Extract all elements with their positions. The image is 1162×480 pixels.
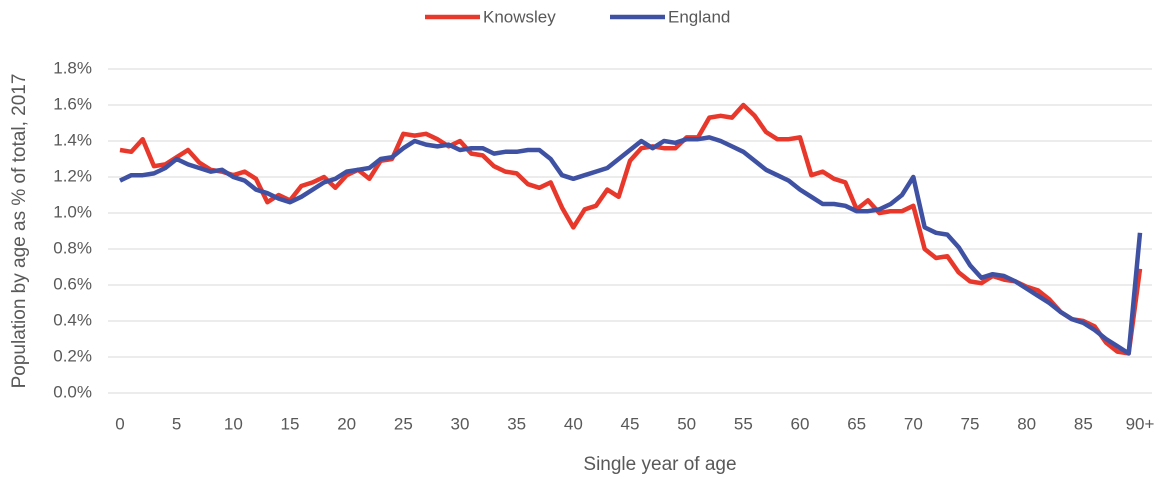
- line-series: [119, 135, 1143, 356]
- x-tick-label: 45: [621, 414, 640, 433]
- x-tick-label: 5: [172, 414, 181, 433]
- y-tick-label: 1.0%: [53, 202, 92, 221]
- y-tick-label: 1.6%: [53, 94, 92, 113]
- x-tick-label: 65: [847, 414, 866, 433]
- x-tick-label: 50: [677, 414, 696, 433]
- x-tick-label: 40: [564, 414, 583, 433]
- y-tick-label: 1.4%: [53, 130, 92, 149]
- x-tick-label: 0: [115, 414, 124, 433]
- x-tick-label: 10: [224, 414, 243, 433]
- x-tick-label: 35: [507, 414, 526, 433]
- y-tick-label: 0.8%: [53, 238, 92, 257]
- x-tick-label: 25: [394, 414, 413, 433]
- legend-label: England: [668, 7, 730, 26]
- x-tick-label: 85: [1074, 414, 1093, 433]
- x-tick-label: 60: [791, 414, 810, 433]
- y-axis-title: Population by age as % of total, 2017: [9, 74, 30, 389]
- x-tick-label: 75: [961, 414, 980, 433]
- y-tick-label: 1.2%: [53, 166, 92, 185]
- x-tick-label: 90+: [1126, 414, 1155, 433]
- x-tick-label: 55: [734, 414, 753, 433]
- x-tick-label: 15: [281, 414, 300, 433]
- y-tick-label: 0.0%: [53, 382, 92, 401]
- y-tick-label: 1.8%: [53, 58, 92, 77]
- x-tick-label: 80: [1017, 414, 1036, 433]
- x-tick-label: 70: [904, 414, 923, 433]
- y-tick-label: 0.6%: [53, 274, 92, 293]
- x-axis-title: Single year of age: [583, 454, 736, 475]
- y-tick-label: 0.2%: [53, 346, 92, 365]
- x-tick-label: 20: [337, 414, 356, 433]
- x-tick-label: 30: [451, 414, 470, 433]
- line-series: [119, 102, 1143, 356]
- legend-label: Knowsley: [483, 7, 556, 26]
- y-tick-label: 0.4%: [53, 310, 92, 329]
